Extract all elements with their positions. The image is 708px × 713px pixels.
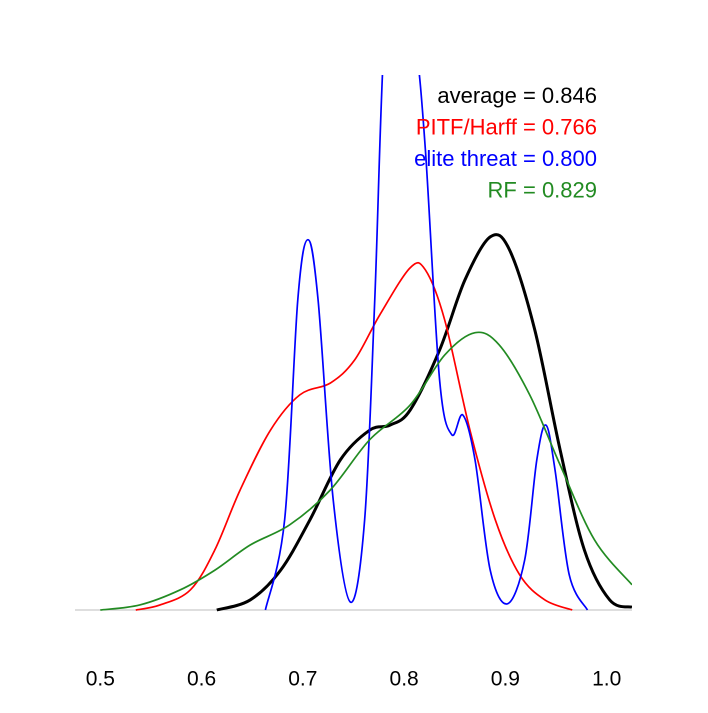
x-tick-label: 0.6: [187, 668, 216, 691]
legend-entry: elite threat = 0.800: [414, 146, 597, 171]
x-tick-label: 0.7: [288, 668, 317, 691]
x-tick-label: 1.0: [592, 668, 621, 691]
x-tick-label: 0.5: [86, 668, 115, 691]
legend-entry: PITF/Harff = 0.766: [416, 114, 597, 139]
legend-entry: average = 0.846: [437, 83, 597, 108]
density-line: [264, 75, 589, 611]
x-tick-label: 0.9: [491, 668, 520, 691]
density-line: [135, 261, 573, 611]
density-line: [100, 331, 632, 611]
x-tick-label: 0.8: [390, 668, 419, 691]
legend-entry: RF = 0.829: [488, 177, 597, 202]
curves: [100, 75, 632, 612]
